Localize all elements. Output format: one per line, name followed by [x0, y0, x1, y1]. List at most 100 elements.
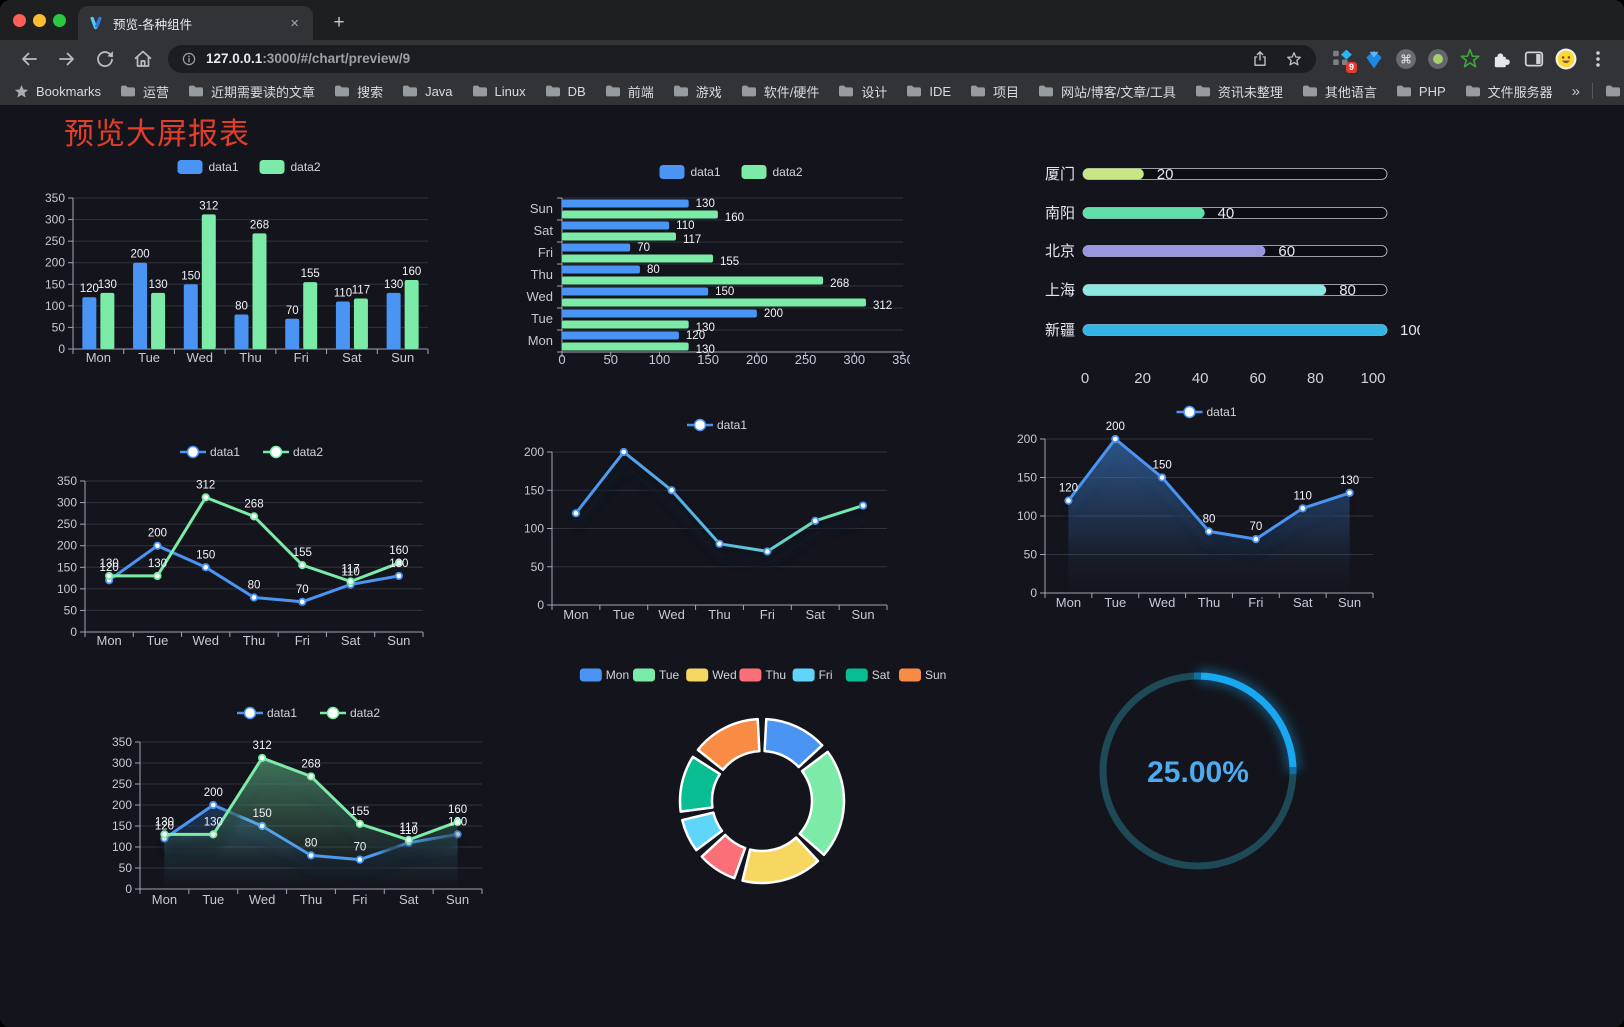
svg-text:data2: data2 — [350, 706, 380, 720]
svg-text:70: 70 — [637, 242, 650, 254]
gem-icon[interactable] — [1363, 48, 1385, 70]
svg-text:Mon: Mon — [563, 607, 588, 622]
svg-text:0: 0 — [125, 882, 132, 896]
svg-text:Fri: Fri — [538, 245, 553, 260]
bookmark-folder-item[interactable]: PHP — [1396, 84, 1446, 99]
svg-text:Wed: Wed — [192, 633, 219, 648]
bookmarks-manager[interactable]: Bookmarks — [14, 84, 101, 99]
svg-text:70: 70 — [353, 842, 366, 854]
svg-text:100: 100 — [112, 840, 132, 854]
svg-text:60: 60 — [1278, 243, 1295, 260]
menu-dots-icon[interactable] — [1587, 48, 1609, 70]
svg-text:0: 0 — [58, 342, 65, 356]
chart-area-single-series: data1 0 50 100 150 200 Mon Tue Wed Thu Fri Sat Sun 12… — [1000, 402, 1395, 622]
svg-text:Mon: Mon — [86, 350, 111, 365]
svg-text:130: 130 — [389, 558, 408, 570]
bookmark-folder-item[interactable]: DB — [545, 84, 586, 99]
bookmark-folder-item[interactable]: 文件服务器 — [1465, 82, 1553, 101]
new-tab-button[interactable]: + — [333, 12, 345, 33]
svg-text:data1: data1 — [267, 706, 297, 720]
puzzle-icon[interactable] — [1491, 48, 1513, 70]
star-icon — [14, 84, 29, 97]
reload-icon[interactable] — [93, 47, 117, 71]
bookmark-folder-item[interactable]: 项目 — [970, 82, 1019, 101]
svg-text:Tue: Tue — [146, 633, 168, 648]
share-icon[interactable] — [1250, 49, 1270, 69]
svg-text:110: 110 — [1294, 490, 1312, 502]
svg-text:130: 130 — [696, 322, 715, 334]
chart-grouped-bar: data1 data2 0 50 100 150 200 250 300 350 Mon Tue Wed… — [38, 153, 438, 376]
svg-text:Mon: Mon — [1056, 595, 1081, 610]
svg-text:200: 200 — [204, 787, 223, 799]
svg-text:120: 120 — [686, 330, 705, 342]
svg-text:130: 130 — [98, 279, 117, 291]
svg-text:70: 70 — [1249, 521, 1262, 533]
command-icon[interactable]: ⌘ — [1395, 48, 1417, 70]
side-panel-icon[interactable] — [1523, 48, 1545, 70]
svg-text:110: 110 — [334, 288, 352, 300]
svg-text:80: 80 — [1339, 282, 1356, 299]
svg-text:Sat: Sat — [341, 633, 361, 648]
bookmark-folder-item[interactable]: 前端 — [605, 82, 654, 101]
svg-text:Sun: Sun — [1338, 595, 1361, 610]
address-bar[interactable]: 127.0.0.1:3000/#/chart/preview/9 — [168, 44, 1316, 73]
bookmark-folder-item[interactable]: 设计 — [838, 82, 887, 101]
svg-text:Sat: Sat — [342, 350, 362, 365]
bookmark-folder-item[interactable]: 运营 — [120, 82, 169, 101]
tab-close-icon[interactable]: × — [290, 14, 299, 32]
bookmark-folder-item[interactable]: 搜索 — [334, 82, 383, 101]
svg-text:Sat: Sat — [399, 892, 419, 907]
bookmark-folder-item[interactable]: Java — [402, 84, 453, 99]
svg-text:上海: 上海 — [1045, 282, 1075, 299]
svg-text:80: 80 — [647, 264, 660, 276]
bookmark-folder-item[interactable]: 软件/硬件 — [741, 82, 819, 101]
svg-text:Sat: Sat — [872, 668, 891, 682]
bookmark-folder-item[interactable]: 其他语言 — [1302, 82, 1377, 101]
close-window-button[interactable] — [13, 14, 26, 27]
bookmarks-overflow-chevron[interactable]: » — [1571, 82, 1581, 100]
svg-text:130: 130 — [696, 344, 715, 356]
svg-text:100: 100 — [57, 582, 77, 596]
svg-text:155: 155 — [293, 547, 312, 559]
svg-text:40: 40 — [1192, 370, 1209, 387]
bookmark-folder-item[interactable]: 资讯未整理 — [1195, 82, 1283, 101]
recorder-icon[interactable] — [1427, 48, 1449, 70]
profile-avatar[interactable] — [1555, 48, 1577, 70]
svg-text:0: 0 — [1081, 370, 1089, 387]
tabs-extension-icon[interactable]: 9 — [1331, 48, 1357, 73]
svg-text:150: 150 — [45, 277, 65, 291]
svg-text:Sun: Sun — [852, 607, 875, 622]
bookmark-folder-item[interactable]: 游戏 — [673, 82, 722, 101]
browser-toolbar: 127.0.0.1:3000/#/chart/preview/9 9 — [0, 40, 1624, 77]
svg-text:250: 250 — [795, 352, 817, 367]
svg-text:Fri: Fri — [294, 350, 309, 365]
svg-text:150: 150 — [1017, 471, 1037, 485]
other-bookmarks-folder[interactable]: 其他书签 — [1605, 82, 1624, 101]
url-host: 127.0.0.1 — [206, 51, 263, 66]
svg-text:80: 80 — [1203, 513, 1216, 525]
svg-text:新疆: 新疆 — [1045, 322, 1075, 339]
maximize-window-button[interactable] — [53, 14, 66, 27]
bookmark-folder-item[interactable]: IDE — [906, 84, 951, 99]
green-star-icon[interactable] — [1459, 48, 1481, 70]
bookmark-folder-item[interactable]: 近期需要读的文章 — [188, 82, 315, 101]
svg-text:Fri: Fri — [1248, 595, 1263, 610]
svg-text:130: 130 — [148, 279, 167, 291]
bookmark-folder-item[interactable]: 网站/博客/文章/工具 — [1038, 82, 1176, 101]
svg-text:Sat: Sat — [533, 223, 553, 238]
home-icon[interactable] — [131, 47, 155, 71]
bookmark-folder-item[interactable]: Linux — [472, 84, 526, 99]
svg-text:data2: data2 — [291, 160, 321, 174]
svg-text:Mon: Mon — [528, 333, 553, 348]
forward-icon[interactable] — [55, 47, 79, 71]
site-info-icon[interactable] — [180, 50, 198, 68]
svg-text:data2: data2 — [293, 445, 323, 459]
browser-tab[interactable]: 预览-各种组件 × — [78, 6, 313, 40]
bookmark-star-icon[interactable] — [1284, 49, 1304, 69]
svg-text:data1: data1 — [210, 445, 240, 459]
svg-text:130: 130 — [204, 816, 223, 828]
back-icon[interactable] — [17, 47, 41, 71]
minimize-window-button[interactable] — [33, 14, 46, 27]
svg-text:350: 350 — [57, 474, 77, 488]
svg-text:117: 117 — [683, 234, 701, 246]
